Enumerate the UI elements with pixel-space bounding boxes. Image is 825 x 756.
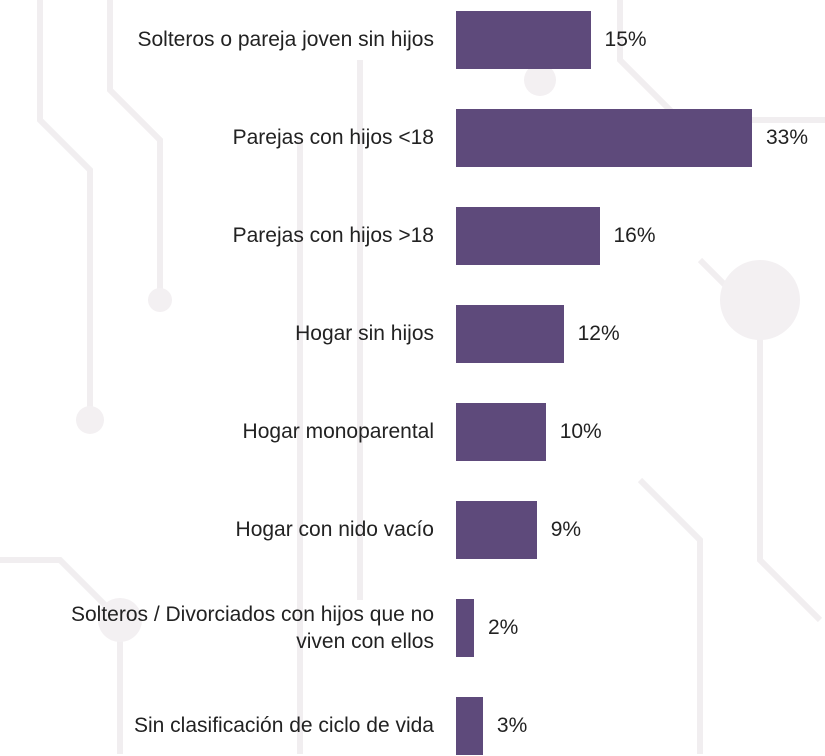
category-label: Hogar sin hijos bbox=[295, 320, 434, 347]
category-label-box: Solteros o pareja joven sin hijos bbox=[14, 10, 434, 70]
category-label-box: Solteros / Divorciados con hijos que no … bbox=[14, 598, 434, 658]
bar bbox=[456, 305, 564, 363]
bar bbox=[456, 501, 537, 559]
category-label-box: Hogar sin hijos bbox=[14, 304, 434, 364]
bar bbox=[456, 697, 483, 755]
bar bbox=[456, 11, 591, 69]
category-label-box: Hogar monoparental bbox=[14, 402, 434, 462]
category-label-box: Parejas con hijos >18 bbox=[14, 206, 434, 266]
value-label: 10% bbox=[560, 412, 602, 452]
category-label-box: Parejas con hijos <18 bbox=[14, 108, 434, 168]
page: Solteros o pareja joven sin hijos 15% Pare… bbox=[0, 0, 825, 754]
value-label: 12% bbox=[578, 314, 620, 354]
bar bbox=[456, 109, 752, 167]
value-label: 3% bbox=[497, 706, 527, 746]
bar bbox=[456, 403, 546, 461]
category-label-box: Sin clasificación de ciclo de vida bbox=[14, 696, 434, 756]
bar bbox=[456, 599, 474, 657]
bar bbox=[456, 207, 600, 265]
category-label: Hogar con nido vacío bbox=[236, 516, 434, 543]
value-label: 15% bbox=[605, 20, 647, 60]
category-label: Solteros / Divorciados con hijos que no … bbox=[34, 601, 434, 656]
value-label: 9% bbox=[551, 510, 581, 550]
value-label: 33% bbox=[766, 118, 808, 158]
category-label: Hogar monoparental bbox=[243, 418, 434, 445]
category-label: Parejas con hijos <18 bbox=[233, 124, 434, 151]
value-label: 2% bbox=[488, 608, 518, 648]
category-label: Parejas con hijos >18 bbox=[233, 222, 434, 249]
category-label-box: Hogar con nido vacío bbox=[14, 500, 434, 560]
value-label: 16% bbox=[614, 216, 656, 256]
category-label: Solteros o pareja joven sin hijos bbox=[137, 26, 434, 53]
category-label: Sin clasificación de ciclo de vida bbox=[134, 712, 434, 739]
